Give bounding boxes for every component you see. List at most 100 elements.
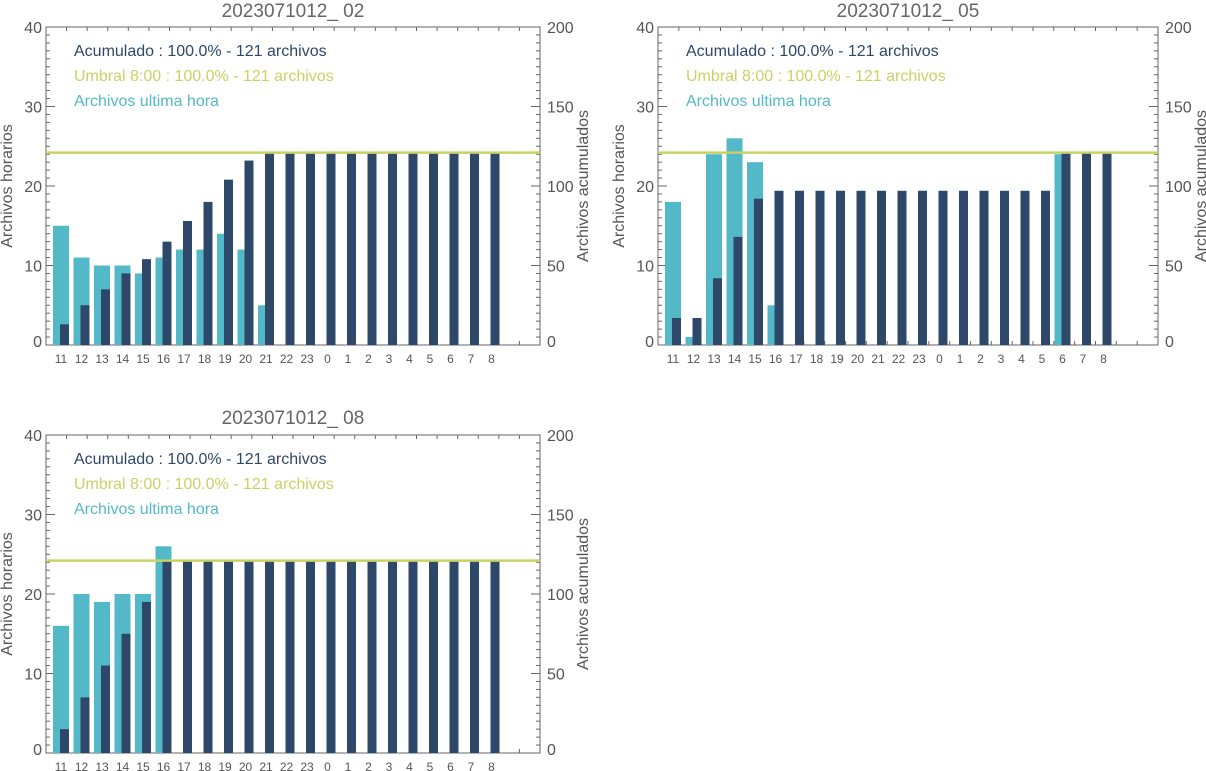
x-tick-label: 6 xyxy=(1059,352,1066,366)
accumulated-bar xyxy=(774,190,784,345)
chart-title: 2023071012_ 02 xyxy=(222,1,365,22)
legend-entry: Archivos ultima hora xyxy=(686,93,831,110)
accumulated-bar xyxy=(326,560,336,753)
x-tick-label: 16 xyxy=(157,352,171,366)
accumulated-bar xyxy=(121,633,131,753)
left-tick-label: 0 xyxy=(645,334,654,351)
x-tick-label: 19 xyxy=(218,760,232,771)
legend-entry: Acumulado : 100.0% - 121 archivos xyxy=(74,451,327,468)
right-tick-label: 100 xyxy=(1165,179,1192,196)
x-tick-label: 23 xyxy=(300,352,314,366)
x-tick-label: 6 xyxy=(447,760,454,771)
accumulated-bar xyxy=(347,152,356,345)
accumulated-bar xyxy=(449,152,459,345)
right-tick-label: 0 xyxy=(1165,334,1174,351)
left-tick-label: 40 xyxy=(24,428,42,445)
accumulated-bar xyxy=(1041,190,1050,345)
x-tick-label: 3 xyxy=(386,760,393,771)
accumulated-bar xyxy=(142,259,151,345)
accumulated-bar xyxy=(224,560,233,753)
x-tick-label: 11 xyxy=(55,760,68,771)
y-axis-label: Archivos horarios xyxy=(0,532,16,656)
x-tick-label: 3 xyxy=(998,352,1005,366)
x-tick-label: 20 xyxy=(239,760,253,771)
x-tick-label: 18 xyxy=(810,352,824,366)
accumulated-bar xyxy=(1102,152,1112,345)
right-tick-label: 150 xyxy=(547,100,574,117)
accumulated-bar xyxy=(183,220,192,345)
right-tick-label: 200 xyxy=(547,428,574,445)
accumulated-bar xyxy=(142,601,151,753)
accumulated-bar xyxy=(754,198,763,345)
right-tick-label: 100 xyxy=(547,587,574,604)
x-tick-label: 1 xyxy=(345,760,352,771)
x-tick-label: 8 xyxy=(488,760,495,771)
accumulated-bar xyxy=(1061,152,1071,345)
accumulated-bar xyxy=(183,560,192,753)
accumulated-bar xyxy=(60,729,69,753)
x-tick-label: 4 xyxy=(1018,352,1025,366)
accumulated-bar xyxy=(244,560,254,753)
x-tick-label: 5 xyxy=(1039,352,1046,366)
legend-entry: Archivos ultima hora xyxy=(74,93,219,110)
legend-entry: Archivos ultima hora xyxy=(74,501,219,518)
x-tick-label: 16 xyxy=(157,760,171,771)
x-tick-label: 11 xyxy=(667,352,680,366)
legend-entry: Umbral 8:00 : 100.0% - 121 archivos xyxy=(686,68,946,85)
accumulated-bar xyxy=(938,190,948,345)
x-tick-label: 15 xyxy=(748,352,762,366)
x-tick-label: 12 xyxy=(75,760,89,771)
right-tick-label: 150 xyxy=(1165,100,1192,117)
x-tick-label: 5 xyxy=(427,352,434,366)
left-tick-label: 20 xyxy=(24,587,42,604)
y2-axis-label: Archivos acumulados xyxy=(575,110,592,262)
x-tick-label: 18 xyxy=(198,352,212,366)
x-tick-label: 12 xyxy=(687,352,701,366)
accumulated-bar xyxy=(101,665,110,753)
x-tick-label: 2 xyxy=(365,352,372,366)
right-tick-label: 50 xyxy=(1165,259,1183,276)
x-tick-label: 21 xyxy=(259,760,273,771)
left-tick-label: 30 xyxy=(636,100,654,117)
legend-entry: Acumulado : 100.0% - 121 archivos xyxy=(686,43,939,60)
x-tick-label: 14 xyxy=(116,352,130,366)
chart-title: 2023071012_ 05 xyxy=(837,1,980,22)
x-tick-label: 14 xyxy=(116,760,130,771)
x-tick-label: 17 xyxy=(789,352,803,366)
left-tick-label: 10 xyxy=(24,667,42,684)
accumulated-bar xyxy=(1020,190,1030,345)
accumulated-bar xyxy=(672,317,681,345)
chart-panel-1: 2023071012_ 02010203040050100150200Archi… xyxy=(0,1,592,366)
accumulated-bar xyxy=(265,152,274,345)
accumulated-bar xyxy=(713,278,722,345)
accumulated-bar xyxy=(836,190,845,345)
accumulated-bar xyxy=(877,190,886,345)
x-tick-label: 7 xyxy=(468,352,475,366)
right-tick-label: 200 xyxy=(1165,20,1192,37)
accumulated-bar xyxy=(959,190,968,345)
x-tick-label: 2 xyxy=(365,760,372,771)
y2-axis-label: Archivos acumulados xyxy=(575,518,592,670)
right-tick-label: 150 xyxy=(547,508,574,525)
accumulated-bar xyxy=(306,560,315,753)
accumulated-bar xyxy=(408,560,418,753)
accumulated-bar xyxy=(224,179,233,345)
accumulated-bar xyxy=(490,560,500,753)
x-tick-label: 0 xyxy=(324,760,331,771)
x-tick-label: 7 xyxy=(468,760,475,771)
accumulated-bar xyxy=(162,241,172,345)
x-tick-label: 13 xyxy=(707,352,721,366)
legend-entry: Umbral 8:00 : 100.0% - 121 archivos xyxy=(74,476,334,493)
accumulated-bar xyxy=(285,560,295,753)
x-tick-label: 21 xyxy=(259,352,273,366)
accumulated-bar xyxy=(80,697,90,753)
x-tick-label: 19 xyxy=(218,352,232,366)
accumulated-bar xyxy=(326,152,336,345)
x-tick-label: 4 xyxy=(406,760,413,771)
accumulated-bar xyxy=(897,190,907,345)
accumulated-bar xyxy=(60,324,69,345)
y-axis-label: Archivos horarios xyxy=(0,124,16,248)
legend-entry: Umbral 8:00 : 100.0% - 121 archivos xyxy=(74,68,334,85)
right-tick-label: 200 xyxy=(547,20,574,37)
x-tick-label: 0 xyxy=(324,352,331,366)
